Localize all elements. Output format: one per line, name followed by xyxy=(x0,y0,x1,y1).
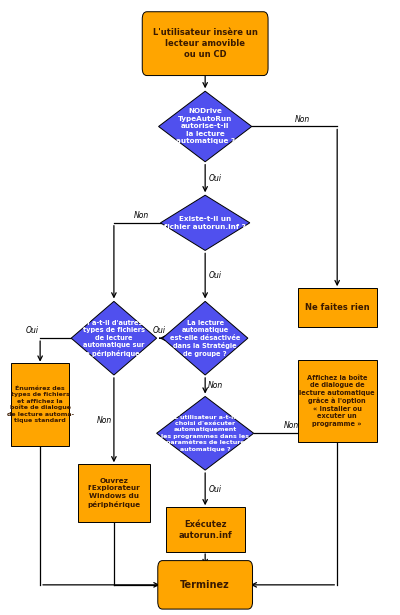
FancyBboxPatch shape xyxy=(298,360,377,442)
Text: Oui: Oui xyxy=(209,485,222,494)
Text: Existe-t-il un
fichier autorun.inf ?: Existe-t-il un fichier autorun.inf ? xyxy=(164,216,246,229)
Text: Exécutez
autorun.inf: Exécutez autorun.inf xyxy=(178,520,232,540)
Text: Ouvrez
l'Explorateur
Windows du
périphérique: Ouvrez l'Explorateur Windows du périphér… xyxy=(87,478,140,508)
Polygon shape xyxy=(158,91,252,162)
Text: Oui: Oui xyxy=(153,326,166,335)
Text: Oui: Oui xyxy=(209,271,222,280)
Text: Non: Non xyxy=(284,421,299,430)
FancyBboxPatch shape xyxy=(142,12,268,76)
Text: Oui: Oui xyxy=(209,174,222,183)
FancyBboxPatch shape xyxy=(158,561,252,609)
Text: NODrive
TypeAutoRun
autorise-t-il
la lecture
automatique ?: NODrive TypeAutoRun autorise-t-il la lec… xyxy=(176,108,235,145)
FancyBboxPatch shape xyxy=(11,363,69,445)
Text: Non: Non xyxy=(134,211,149,220)
FancyBboxPatch shape xyxy=(298,288,377,327)
Polygon shape xyxy=(71,301,157,375)
Text: Terminez: Terminez xyxy=(180,580,230,590)
Text: Énumérez des
types de fichiers
et affichez la
boîte de dialogue
de lecture autom: Énumérez des types de fichiers et affich… xyxy=(6,386,74,423)
Text: Non: Non xyxy=(208,381,223,391)
Text: L'utilisateur a-t-il
choisi d'exécuter
automatiquement
les programmes dans les
p: L'utilisateur a-t-il choisi d'exécuter a… xyxy=(161,415,249,451)
Text: La lecture
automatique
est-elle désactivée
dans la Stratégie
de groupe ?: La lecture automatique est-elle désactiv… xyxy=(170,320,240,357)
Text: Affichez la boîte
de dialogue de
lecture automatique
grâce à l'option
« Installe: Affichez la boîte de dialogue de lecture… xyxy=(299,375,375,427)
Text: Oui: Oui xyxy=(26,326,39,335)
Text: Y a-t-il d'autres
types de fichiers
de lecture
automatique sur
le périphérique ?: Y a-t-il d'autres types de fichiers de l… xyxy=(82,320,145,357)
Polygon shape xyxy=(162,301,248,375)
Polygon shape xyxy=(157,397,254,470)
Text: Non: Non xyxy=(295,114,310,124)
Text: Ne faites rien: Ne faites rien xyxy=(305,303,370,312)
Text: L'utilisateur insère un
lecteur amovible
ou un CD: L'utilisateur insère un lecteur amovible… xyxy=(153,28,258,59)
FancyBboxPatch shape xyxy=(78,464,150,522)
FancyBboxPatch shape xyxy=(166,507,245,552)
Polygon shape xyxy=(160,195,250,250)
Text: Non: Non xyxy=(96,416,112,424)
